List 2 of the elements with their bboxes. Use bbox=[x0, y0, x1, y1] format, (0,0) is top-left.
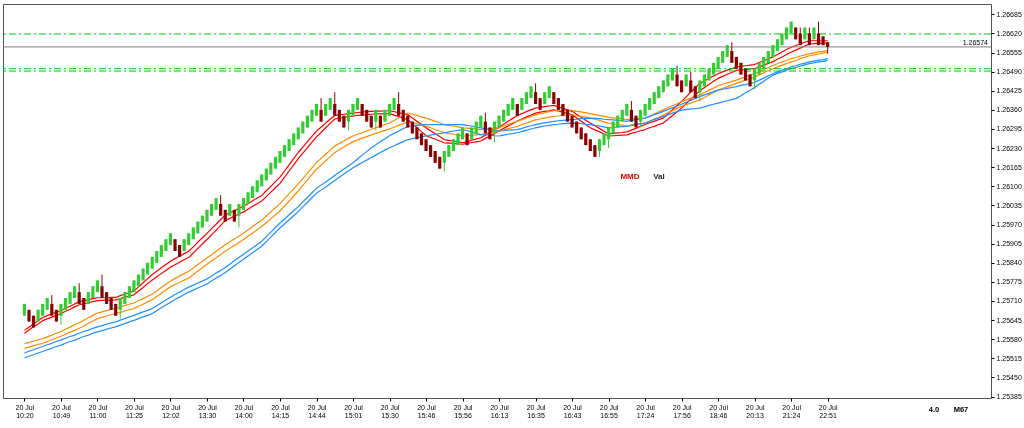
annotation: MMD bbox=[620, 172, 640, 181]
annotation: Val bbox=[653, 172, 665, 181]
